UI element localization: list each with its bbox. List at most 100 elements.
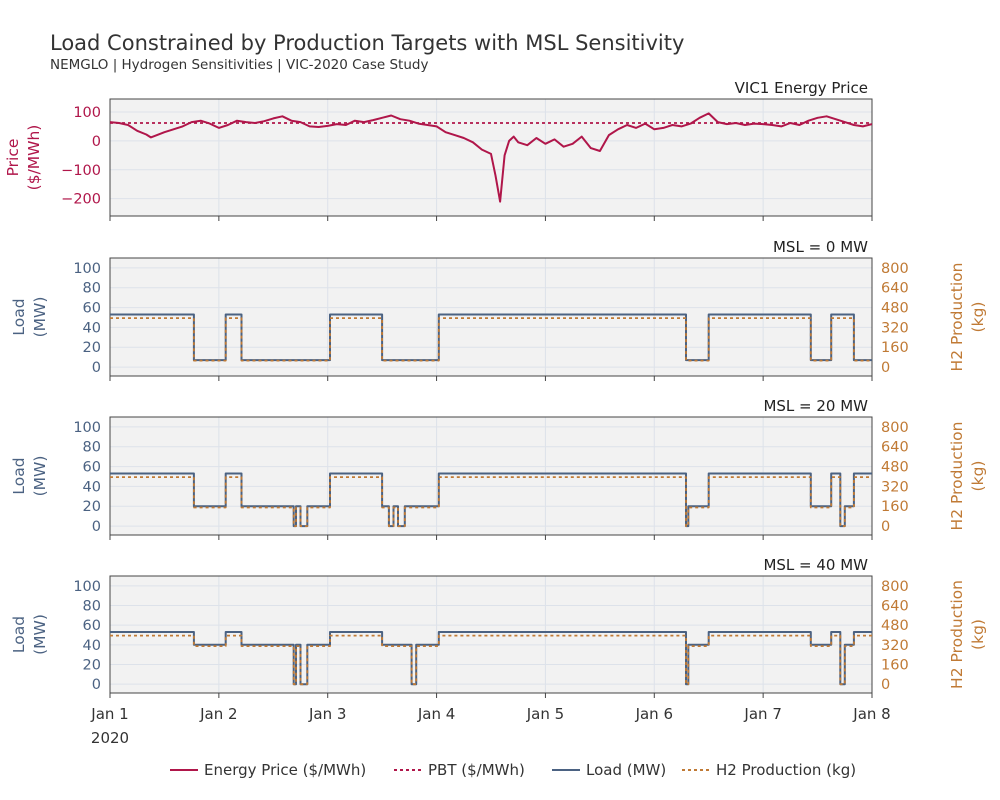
- y-axis-label: Load (MW): [10, 297, 49, 338]
- panel-background: [110, 258, 872, 376]
- y-tick-label: 80: [83, 598, 101, 614]
- y2-tick-label: 800: [881, 261, 909, 277]
- panel-title: MSL = 40 MW: [763, 556, 868, 574]
- y-axis-label: Load (MW): [10, 614, 49, 655]
- panel-4: 0 20 40 60 80 100 0 160 320 480 640 800 MSL = 40 MW L…: [10, 556, 987, 698]
- series-group: [110, 313, 872, 362]
- x-tick-label: Jan 2: [199, 705, 237, 723]
- y2-tick-label: 640: [881, 281, 909, 297]
- panel-frame: [109, 416, 873, 536]
- y2-tick-label: 480: [881, 301, 909, 317]
- y2-tick-label: 800: [881, 579, 909, 595]
- y2-tick-label: 320: [881, 320, 909, 336]
- chart-subtitle: NEMGLO | Hydrogen Sensitivities | VIC-20…: [50, 57, 428, 73]
- y2-tick-label: 800: [881, 420, 909, 436]
- y2-axis-label-line: (kg): [969, 461, 987, 492]
- panel-2: 0 20 40 60 80 100 0 160 320 480 640 800 MSL = 0 MW Lo…: [10, 238, 987, 381]
- y2-axis-label-line: H2 Production: [948, 422, 966, 531]
- y2-axis-label-line: (kg): [969, 302, 987, 333]
- series-line-load-mw: [110, 631, 872, 686]
- y2-tick-label: 160: [881, 340, 909, 356]
- x-tick-label: Jan 3: [308, 705, 346, 723]
- y2-tick-label: 0: [881, 677, 890, 693]
- y-axis-label: Load (MW): [10, 456, 49, 497]
- y-axis-label-line: (MW): [31, 614, 49, 655]
- y-axis-label: Price ($/MWh): [4, 125, 43, 191]
- panel-1: −200 −100 0 100 VIC1 Energy Price Price ($/MWh…: [4, 79, 873, 221]
- panel-frame: [109, 257, 873, 377]
- y2-axis-label: H2 Production (kg): [948, 263, 987, 372]
- panel-3: 0 20 40 60 80 100 0 160 320 480 640 800 MSL = 20 MW L…: [10, 397, 987, 540]
- panel-title: MSL = 0 MW: [773, 238, 868, 256]
- legend-label: Load (MW): [586, 761, 666, 779]
- x-tick-label: Jan 4: [417, 705, 455, 723]
- y-axis-label-line: Load: [10, 457, 28, 494]
- x-year-label: 2020: [91, 729, 129, 747]
- y-tick-label: 100: [73, 579, 101, 595]
- y-tick-label: 100: [73, 261, 101, 277]
- y-tick-label: 20: [83, 657, 101, 673]
- y2-tick-label: 320: [881, 638, 909, 654]
- y-tick-label: 20: [83, 340, 101, 356]
- legend-label: H2 Production (kg): [716, 761, 856, 779]
- y-axis-label-line: Price: [4, 139, 22, 177]
- y-tick-label: 0: [92, 134, 101, 150]
- y-tick-label: −100: [61, 163, 101, 179]
- y2-tick-label: 160: [881, 657, 909, 673]
- y2-axis-label: H2 Production (kg): [948, 580, 987, 689]
- y-tick-label: 0: [92, 677, 101, 693]
- panel-frame: [109, 98, 873, 217]
- y-axis-label-line: (MW): [31, 456, 49, 497]
- y2-tick-label: 480: [881, 460, 909, 476]
- series-group: [110, 472, 872, 528]
- y-tick-label: −200: [61, 192, 101, 208]
- x-tick-label: Jan 1: [90, 705, 128, 723]
- y-tick-label: 0: [92, 360, 101, 376]
- y-tick-label: 60: [83, 460, 101, 476]
- y2-tick-label: 640: [881, 440, 909, 456]
- y-axis-label-line: Load: [10, 298, 28, 335]
- y2-axis-label-line: (kg): [969, 619, 987, 650]
- y2-axis-label-line: H2 Production: [948, 263, 966, 372]
- y-tick-label: 0: [92, 519, 101, 535]
- y-tick-label: 20: [83, 499, 101, 515]
- y-tick-label: 100: [73, 105, 101, 121]
- y-tick-label: 60: [83, 618, 101, 634]
- legend-label: Energy Price ($/MWh): [204, 761, 366, 779]
- y2-axis-label: H2 Production (kg): [948, 422, 987, 531]
- x-tick-label: Jan 7: [743, 705, 781, 723]
- y2-tick-label: 0: [881, 519, 890, 535]
- panel-title: VIC1 Energy Price: [735, 79, 868, 97]
- y-tick-label: 40: [83, 320, 101, 336]
- x-tick-label: Jan 8: [852, 705, 890, 723]
- panel-background: [110, 417, 872, 535]
- y-tick-label: 100: [73, 420, 101, 436]
- panel-background: [110, 576, 872, 693]
- y-axis-label-line: ($/MWh): [25, 125, 43, 191]
- y2-tick-label: 640: [881, 598, 909, 614]
- y-axis-label-line: Load: [10, 616, 28, 653]
- series-group: [110, 631, 872, 686]
- panels: −200 −100 0 100 VIC1 Energy Price Price ($/MWh…: [4, 79, 987, 698]
- y-tick-label: 40: [83, 479, 101, 495]
- y2-tick-label: 480: [881, 618, 909, 634]
- series-line-h2-production-kg: [110, 476, 872, 527]
- x-tick-label: Jan 6: [635, 705, 673, 723]
- panel-frame: [109, 575, 873, 694]
- legend-label: PBT ($/MWh): [428, 761, 525, 779]
- series-line-h2-production-kg: [110, 317, 872, 362]
- y-axis-label-line: (MW): [31, 297, 49, 338]
- y2-tick-label: 320: [881, 479, 909, 495]
- series-line-energy-price-mwh: [110, 112, 872, 203]
- x-axis: Jan 1 Jan 2 Jan 3 Jan 4 Jan 5 Jan 6 Jan 7 Jan 8…: [90, 705, 890, 747]
- x-tick-label: Jan 5: [526, 705, 564, 723]
- y2-tick-label: 0: [881, 360, 890, 376]
- chart-title: Load Constrained by Production Targets w…: [50, 31, 684, 55]
- y2-tick-label: 160: [881, 499, 909, 515]
- legend: Energy Price ($/MWh) PBT ($/MWh) Load (MW)…: [170, 761, 856, 779]
- y-tick-label: 40: [83, 638, 101, 654]
- panel-title: MSL = 20 MW: [763, 397, 868, 415]
- y-tick-label: 80: [83, 281, 101, 297]
- series-group: [110, 112, 872, 203]
